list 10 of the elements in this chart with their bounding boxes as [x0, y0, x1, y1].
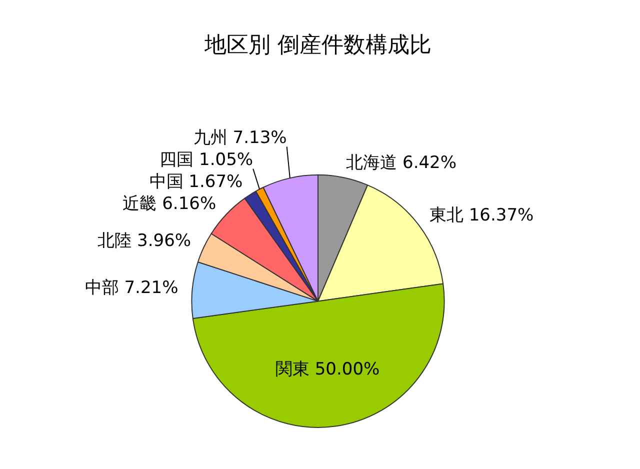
slice-label: 関東 50.00% — [275, 359, 380, 380]
slice-label: 九州 7.13% — [193, 128, 287, 148]
slice-label: 中国 1.67% — [149, 172, 243, 192]
slice-label: 北海道 6.42% — [346, 153, 457, 174]
slice-label: 中部 7.21% — [84, 278, 178, 298]
slice-label: 東北 16.37% — [429, 205, 534, 226]
slice-label: 近畿 6.16% — [122, 194, 216, 214]
chart-title: 地区別 倒産件数構成比 — [204, 32, 432, 58]
slice-label: 四国 1.05% — [160, 150, 254, 170]
slice-label: 北陸 3.96% — [98, 230, 192, 251]
